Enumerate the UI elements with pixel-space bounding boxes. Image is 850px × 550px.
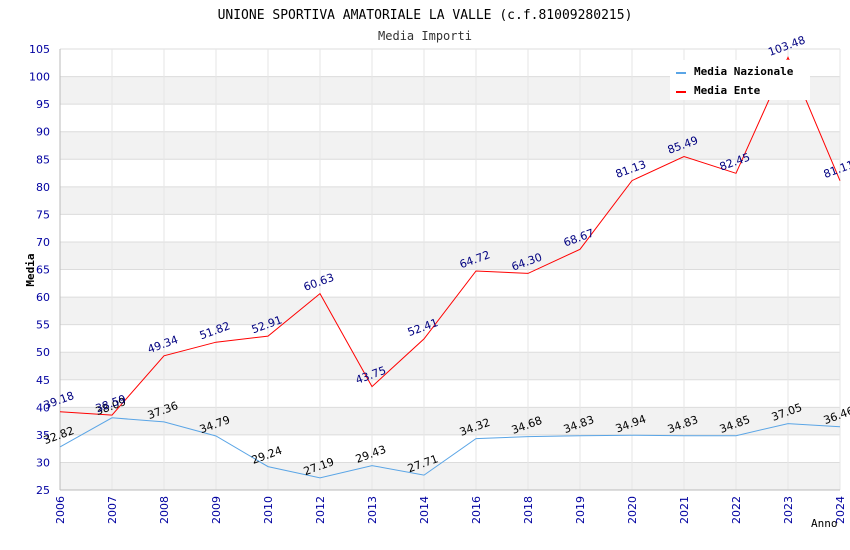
y-tick-label: 35: [36, 429, 50, 442]
data-label: 60.63: [302, 271, 336, 294]
grid-band: [60, 352, 840, 380]
chart-series: [59, 56, 841, 479]
series-line-media-ente: [59, 56, 841, 416]
y-tick-label: 70: [36, 236, 50, 249]
x-tick-label: 2008: [158, 496, 171, 524]
y-tick-label: 45: [36, 374, 50, 387]
y-tick-label: 25: [36, 484, 50, 497]
grid-band: [60, 131, 840, 160]
grid-band: [60, 297, 840, 325]
grid-band: [60, 407, 840, 435]
x-tick-label: 2020: [626, 496, 639, 524]
x-tick-label: 2024: [834, 496, 847, 524]
y-tick-label: 75: [36, 208, 50, 221]
legend-label-media-nazionale: Media Nazionale: [694, 65, 794, 78]
data-label: 81.13: [614, 158, 648, 181]
y-tick-label: 55: [36, 319, 50, 332]
grid-band: [60, 241, 840, 270]
legend: Media Nazionale Media Ente: [670, 60, 810, 100]
y-tick-label: 100: [29, 71, 50, 84]
y-tick-labels: 25 30 35 40 45 50 55 60 65 70 75 80 85 90 95 100 105: [29, 43, 50, 497]
y-tick-label: 90: [36, 126, 50, 139]
x-tick-label: 2019: [574, 496, 587, 524]
x-tick-label: 2022: [730, 496, 743, 524]
y-tick-label: 95: [36, 98, 50, 111]
x-tick-label: 2013: [366, 496, 379, 524]
y-tick-label: 65: [36, 264, 50, 277]
data-label: 32.82: [42, 424, 76, 447]
y-tick-label: 80: [36, 181, 50, 194]
chart-title: UNIONE SPORTIVA AMATORIALE LA VALLE (c.f…: [218, 8, 633, 23]
x-tick-label: 2010: [262, 496, 275, 524]
y-tick-label: 85: [36, 153, 50, 166]
x-tick-label: 2012: [314, 496, 327, 524]
grid-band: [60, 186, 840, 215]
legend-label-media-ente: Media Ente: [694, 84, 761, 97]
y-tick-label: 50: [36, 346, 50, 359]
y-tick-label: 105: [29, 43, 50, 56]
chart-background-bands: [60, 76, 840, 490]
y-tick-label: 60: [36, 291, 50, 304]
x-axis-label: Anno: [811, 517, 838, 530]
x-tick-label: 2018: [522, 496, 535, 524]
x-tick-label: 2016: [470, 496, 483, 524]
grid-band: [60, 462, 840, 490]
y-tick-label: 30: [36, 456, 50, 469]
x-tick-labels: 2006 2007 2008 2009 2010 2012 2013 2014 2016 2018…: [54, 496, 847, 524]
x-tick-label: 2014: [418, 496, 431, 524]
legend-box: [670, 60, 810, 100]
x-tick-label: 2023: [782, 496, 795, 524]
y-axis-label: Media: [24, 253, 37, 286]
data-label: 81.11: [822, 158, 850, 181]
y-tick-label: 40: [36, 401, 50, 414]
x-tick-label: 2007: [106, 496, 119, 524]
chart-subtitle: Media Importi: [378, 29, 472, 43]
x-tick-label: 2009: [210, 496, 223, 524]
series-line-media-nazionale: [59, 417, 841, 479]
x-tick-label: 2021: [678, 496, 691, 524]
data-label: 103.48: [766, 33, 807, 58]
x-tick-label: 2006: [54, 496, 67, 524]
